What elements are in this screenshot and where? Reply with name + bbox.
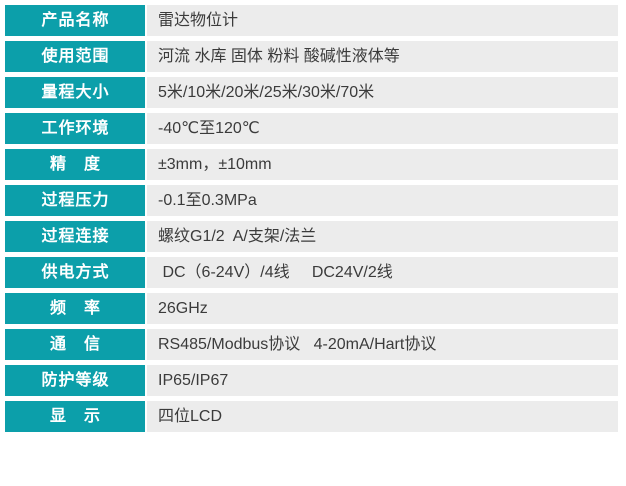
row-label-text: 工作环境 (41, 119, 110, 137)
row-value-text: 四位LCD (158, 407, 223, 425)
row-label-cell-power-supply: 供电方式 (5, 257, 145, 288)
table-row: 供电方式 DC（6-24V）/4线 DC24V/2线 (5, 257, 618, 288)
row-value-cell-display: 四位LCD (147, 401, 618, 432)
row-label-text: 供电方式 (41, 263, 110, 281)
row-value-cell-working-environment: -40℃至120℃ (147, 113, 618, 144)
row-value-cell-protection-grade: IP65/IP67 (147, 365, 618, 396)
table-row: 显示 四位LCD (5, 401, 618, 432)
row-value-cell-frequency: 26GHz (147, 293, 618, 324)
row-value-cell-application-range: 河流 水库 固体 粉料 酸碱性液体等 (147, 41, 618, 72)
row-label-text: 防护等级 (41, 371, 110, 389)
row-value-cell-product-name: 雷达物位计 (147, 5, 618, 36)
table-row: 工作环境 -40℃至120℃ (5, 113, 618, 144)
row-label-text: 过程压力 (41, 191, 110, 209)
table-row: 精度 ±3mm，±10mm (5, 149, 618, 180)
table-row: 过程压力 -0.1至0.3MPa (5, 185, 618, 216)
row-label-text: 精度 (49, 155, 118, 173)
table-row: 通信 RS485/Modbus协议 4-20mA/Hart协议 (5, 329, 618, 360)
table-row: 使用范围 河流 水库 固体 粉料 酸碱性液体等 (5, 41, 618, 72)
row-value-text: DC（6-24V）/4线 DC24V/2线 (158, 263, 393, 281)
row-label-cell-protection-grade: 防护等级 (5, 365, 145, 396)
row-value-cell-accuracy: ±3mm，±10mm (147, 149, 618, 180)
row-label-cell-display: 显示 (5, 401, 145, 432)
row-label-cell-product-name: 产品名称 (5, 5, 145, 36)
table-row: 频率 26GHz (5, 293, 618, 324)
row-label-cell-application-range: 使用范围 (5, 41, 145, 72)
table-row: 量程大小 5米/10米/20米/25米/30米/70米 (5, 77, 618, 108)
row-label-text: 过程连接 (41, 227, 110, 245)
row-value-text: -40℃至120℃ (158, 119, 260, 137)
table-row: 防护等级 IP65/IP67 (5, 365, 618, 396)
row-value-cell-process-pressure: -0.1至0.3MPa (147, 185, 618, 216)
row-label-cell-process-connection: 过程连接 (5, 221, 145, 252)
row-value-text: 河流 水库 固体 粉料 酸碱性液体等 (158, 47, 400, 65)
row-value-cell-power-supply: DC（6-24V）/4线 DC24V/2线 (147, 257, 618, 288)
row-value-text: IP65/IP67 (158, 371, 229, 389)
row-value-text: -0.1至0.3MPa (158, 191, 257, 209)
table-row: 过程连接 螺纹G1/2 A/支架/法兰 (5, 221, 618, 252)
row-value-text: ±3mm，±10mm (158, 155, 272, 173)
row-label-cell-measuring-range: 量程大小 (5, 77, 145, 108)
row-value-cell-process-connection: 螺纹G1/2 A/支架/法兰 (147, 221, 618, 252)
row-label-text: 使用范围 (41, 47, 110, 65)
row-label-text: 通信 (49, 335, 118, 353)
row-label-cell-communication: 通信 (5, 329, 145, 360)
row-value-text: RS485/Modbus协议 4-20mA/Hart协议 (158, 335, 437, 353)
row-value-text: 5米/10米/20米/25米/30米/70米 (158, 83, 375, 101)
row-label-cell-process-pressure: 过程压力 (5, 185, 145, 216)
row-label-text: 显示 (49, 407, 118, 425)
row-value-text: 螺纹G1/2 A/支架/法兰 (158, 227, 317, 245)
row-label-cell-accuracy: 精度 (5, 149, 145, 180)
row-value-cell-measuring-range: 5米/10米/20米/25米/30米/70米 (147, 77, 618, 108)
row-label-text: 产品名称 (41, 11, 110, 29)
row-label-cell-working-environment: 工作环境 (5, 113, 145, 144)
row-label-text: 量程大小 (41, 83, 110, 101)
table-row: 产品名称 雷达物位计 (5, 5, 618, 36)
row-value-text: 26GHz (158, 299, 208, 317)
row-value-text: 雷达物位计 (158, 11, 239, 29)
row-label-text: 频率 (49, 299, 118, 317)
row-value-cell-communication: RS485/Modbus协议 4-20mA/Hart协议 (147, 329, 618, 360)
row-label-cell-frequency: 频率 (5, 293, 145, 324)
